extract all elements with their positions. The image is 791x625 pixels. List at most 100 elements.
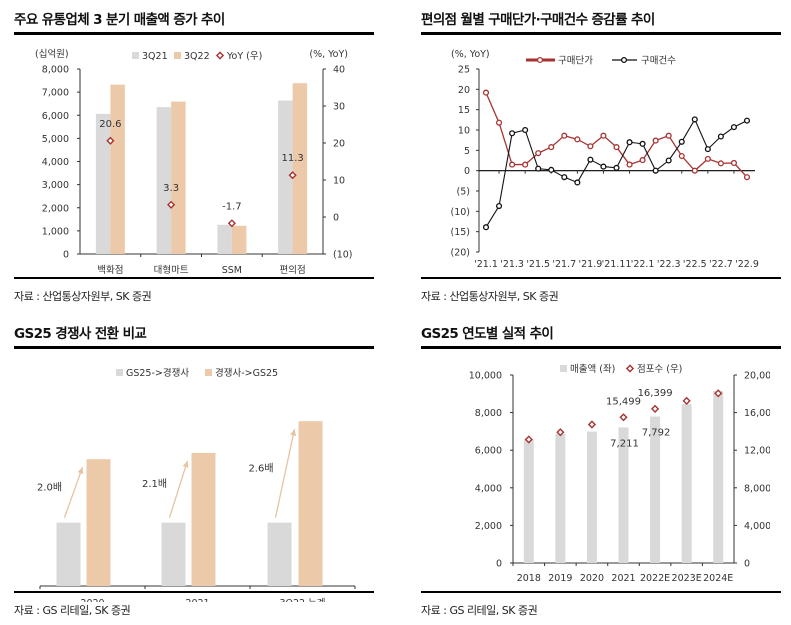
bar-3q22 (110, 84, 125, 254)
data-label-yoy: 20.6 (99, 119, 121, 130)
point-stores (556, 428, 565, 437)
point-price (743, 174, 751, 181)
point-price (678, 152, 685, 160)
point-price (691, 167, 698, 174)
y-tick-label: 2,000 (475, 521, 502, 532)
x-tick-label: 백화점 (97, 264, 123, 276)
data-label-sales: 7,792 (642, 428, 671, 439)
point-stores (619, 413, 628, 422)
title-divider (421, 32, 781, 35)
y-tick-label: 6,000 (42, 111, 69, 122)
y-tick-label: 4,000 (475, 483, 502, 494)
panel-gs25-switch: GS25 경쟁사 전환 비교 GS25->경쟁사 경쟁사->GS25 2.0배 202… (14, 322, 374, 622)
chart-title: GS25 경쟁사 전환 비교 (14, 326, 147, 342)
x-tick-label: '21.3 (500, 259, 524, 270)
y-tick-label: 5,000 (42, 134, 69, 145)
y-tick-label: 8,000 (475, 408, 502, 419)
point-count (535, 165, 542, 172)
footer-divider (14, 591, 374, 593)
point-stores (714, 389, 723, 398)
y2-tick-label: 20 (333, 139, 345, 150)
bar-rival-to-gs25 (191, 452, 216, 586)
y-tick-label: 3,000 (42, 180, 69, 191)
bar-sales (681, 404, 692, 563)
bar-rival-to-gs25 (298, 421, 323, 586)
legend-label-3q22: 3Q22 (184, 51, 210, 62)
bar-sales (555, 433, 566, 563)
point-count (717, 133, 724, 140)
title-divider (421, 346, 781, 349)
point-count (704, 146, 711, 153)
y2-tick-label: (10) (333, 250, 353, 261)
point-count (522, 126, 529, 134)
source-note: 자료 : 산업통상자원부, SK 증권 (421, 290, 559, 303)
point-price (522, 161, 529, 168)
source-note: 자료 : GS 리테일, SK 증권 (421, 604, 538, 617)
point-price (496, 119, 503, 126)
y2-tick-label: 0 (744, 559, 750, 570)
legend-swatch-gs25-to-rival (116, 369, 123, 376)
y2-tick-label: 40 (333, 65, 345, 76)
point-count (639, 140, 646, 147)
y-tick-label: 2,000 (42, 203, 69, 214)
bar-3q22 (231, 225, 247, 254)
x-tick-label: 2020 (580, 573, 604, 584)
data-label-sales: 7,211 (610, 438, 639, 449)
point-price (574, 136, 581, 143)
point-stores (682, 396, 691, 405)
x-tick-label: 2019 (548, 573, 572, 584)
x-tick-label: '21.9 (579, 259, 603, 270)
y-tick-label: 20 (458, 85, 470, 96)
x-tick-label: '22.5 (683, 259, 707, 270)
point-count (652, 167, 659, 174)
arrowhead-icon (77, 467, 84, 475)
x-tick-label: '21.11 (602, 259, 632, 270)
point-count (626, 139, 633, 146)
point-price (730, 159, 738, 166)
footer-divider (421, 591, 781, 593)
y2-tick-label: 10 (333, 176, 345, 187)
y2-axis-label: (%, YoY) (309, 49, 348, 60)
x-tick-label: 2022E (640, 573, 670, 584)
y-axis-label: (십억원) (35, 48, 69, 60)
y2-tick-label: 0 (333, 213, 339, 224)
legend-label-count: 구매건수 (641, 56, 676, 67)
chart-title: 편의점 월별 구매단가·구매건수 증감률 추이 (421, 12, 655, 28)
x-tick-label: '22.1 (631, 259, 655, 270)
annotation-multiplier: 2.6배 (248, 462, 273, 474)
point-yoy (167, 200, 176, 209)
data-label-yoy: 3.3 (163, 183, 179, 194)
bar-3q21 (278, 100, 293, 254)
chart-cvs-monthly: (%, YoY) 구매단가 구매건수 (20) (15) (10) (5) 0 5 10 15 20 2… (450, 49, 758, 270)
legend-marker-yoy (215, 51, 225, 60)
bar-3q21 (217, 224, 232, 254)
bar-sales (618, 427, 629, 563)
data-label-yoy: -1.7 (222, 201, 242, 212)
bar-rival-to-gs25 (86, 459, 111, 586)
point-count (561, 174, 568, 181)
panel-cvs-monthly: 편의점 월별 구매단가·구매건수 증감률 추이 (%, YoY) 구매단가 구매건수… (421, 8, 781, 308)
panel-gs25-annual: GS25 연도별 실적 추이 매출액 (좌) 점포수 (우) 0 2,000 4,000… (421, 322, 781, 622)
x-tick-label: '21.7 (552, 259, 576, 270)
point-price (535, 150, 542, 157)
y-tick-label: (15) (450, 227, 470, 238)
bar-sales (586, 431, 597, 563)
point-price (652, 137, 659, 144)
bar-3q22 (292, 83, 308, 254)
legend-swatch-3q22 (174, 52, 181, 59)
point-yoy (106, 136, 115, 145)
arrow-line (274, 429, 296, 518)
annotation-multiplier: 2.0배 (37, 481, 62, 493)
chart-title: GS25 연도별 실적 추이 (421, 326, 554, 342)
point-count (548, 166, 555, 173)
x-tick-label: 대형마트 (154, 265, 189, 276)
chart-retail-sales: (십억원) (%, YoY) 3Q21 3Q22 YoY (우) 0 1,000 2,000 3… (35, 48, 353, 276)
x-tick-label: 2018 (517, 573, 541, 584)
source-note: 자료 : 산업통상자원부, SK 증권 (14, 290, 152, 303)
x-tick-label: '21.5 (526, 259, 550, 270)
x-tick-label: 2021 (611, 573, 635, 584)
point-count (600, 163, 607, 170)
footer-divider (14, 277, 374, 279)
legend-label-price: 구매단가 (558, 56, 593, 67)
y-tick-label: 6,000 (475, 446, 502, 457)
